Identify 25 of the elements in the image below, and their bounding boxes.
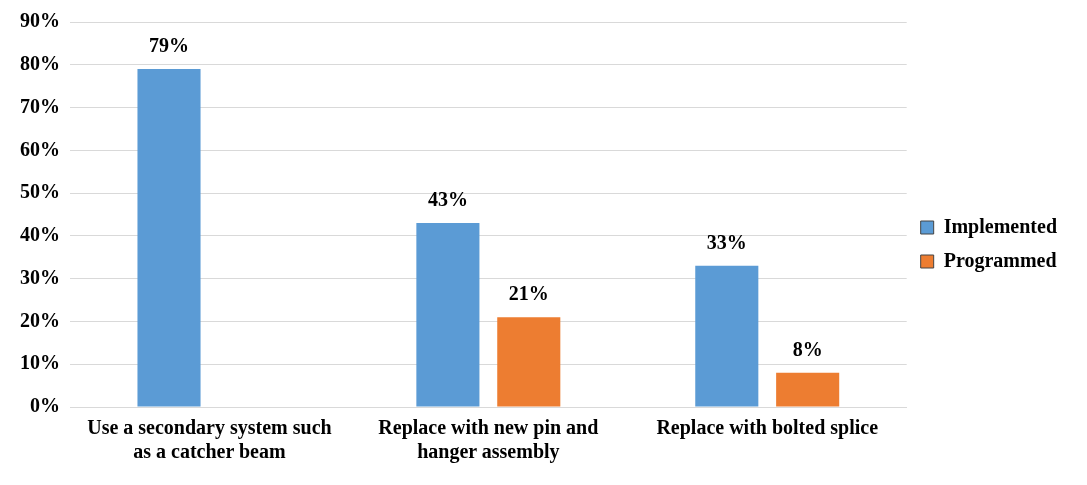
y-tick-label: 20%	[20, 308, 60, 331]
y-tick-label: 90%	[20, 9, 60, 32]
y-tick-label: 40%	[20, 223, 60, 246]
data-label: 43%	[427, 188, 468, 211]
x-tick-label: Replace with bolted splice	[656, 416, 879, 440]
legend-label: Implemented	[943, 214, 1058, 238]
x-tick-label: Use a secondary system such as a catcher beam	[87, 416, 332, 463]
y-tick-label: 70%	[20, 94, 60, 117]
y-tick-label: 10%	[20, 351, 60, 374]
y-tick-label: 0%	[30, 394, 60, 417]
data-label: 8%	[792, 337, 823, 360]
y-tick-label: 50%	[20, 180, 60, 203]
data-label: 79%	[149, 34, 190, 57]
y-tick-label: 80%	[20, 51, 60, 74]
legend-label: Programmed	[943, 248, 1057, 272]
bar	[497, 317, 561, 407]
y-tick-label: 30%	[20, 265, 60, 288]
data-label: 33%	[706, 231, 747, 254]
bar	[776, 372, 840, 407]
data-label: 21%	[508, 282, 549, 305]
bar	[137, 69, 201, 407]
x-tick-label: Replace with new pin and hanger assembly	[378, 416, 599, 464]
bar	[695, 265, 759, 407]
bar	[416, 223, 480, 407]
y-tick-label: 60%	[20, 137, 60, 160]
